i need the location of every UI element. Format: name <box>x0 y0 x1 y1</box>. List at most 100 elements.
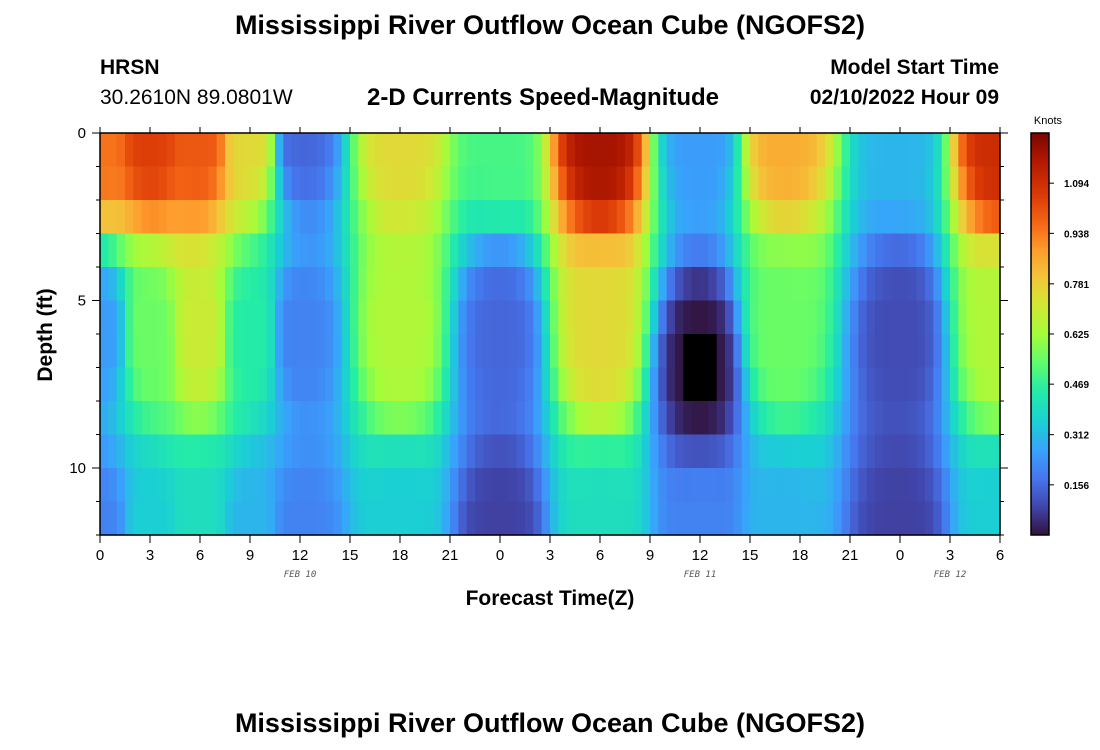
heatmap-cell <box>291 133 301 168</box>
colorbar-label: 0.938 <box>1064 229 1089 240</box>
heatmap-cell <box>541 233 551 268</box>
heatmap-cell <box>483 401 493 436</box>
heatmap-cell <box>441 300 451 335</box>
heatmap-cell <box>700 501 709 536</box>
heatmap-cell <box>791 200 801 235</box>
heatmap-cell <box>658 401 668 436</box>
heatmap-cell <box>775 334 784 369</box>
heatmap-cell <box>683 401 693 436</box>
heatmap-cell <box>591 267 601 302</box>
heatmap-cell <box>258 501 268 536</box>
heatmap-cell <box>641 233 651 268</box>
heatmap-cell <box>741 233 751 268</box>
heatmap-cell <box>533 133 543 168</box>
heatmap-cell <box>183 334 193 369</box>
y-tick-label: 0 <box>78 125 86 142</box>
heatmap-cell <box>850 300 859 335</box>
heatmap-cell <box>766 334 776 369</box>
heatmap-cell <box>441 434 451 469</box>
heatmap-cell <box>933 133 943 168</box>
x-tick-label: 9 <box>246 547 254 564</box>
heatmap-cell <box>750 401 759 436</box>
heatmap-cell <box>308 233 318 268</box>
heatmap-cell <box>191 334 201 369</box>
heatmap-cell <box>891 267 901 302</box>
heatmap-cell <box>150 501 159 536</box>
heatmap-cell <box>583 267 593 302</box>
heatmap-cell <box>408 233 418 268</box>
heatmap-cell <box>966 267 976 302</box>
heatmap-cell <box>125 367 134 402</box>
heatmap-cell <box>416 334 426 369</box>
heatmap-cell <box>366 300 376 335</box>
heatmap-cell <box>308 367 318 402</box>
heatmap-cell <box>408 133 418 168</box>
heatmap-cell <box>400 401 409 436</box>
heatmap-cell <box>475 133 484 168</box>
chart-subtitle: 2-D Currents Speed-Magnitude <box>367 84 720 111</box>
heatmap-cell <box>641 434 651 469</box>
heatmap-cell <box>391 233 401 268</box>
colorbar-gradient <box>1030 132 1050 536</box>
heatmap-cell <box>175 200 184 235</box>
heatmap-cell <box>375 334 384 369</box>
heatmap-cell <box>750 367 759 402</box>
heatmap-cell <box>733 200 743 235</box>
x-tick-label: 9 <box>646 547 654 564</box>
heatmap-cell <box>516 233 526 268</box>
x-tick-label: 15 <box>742 547 759 564</box>
heatmap-cell <box>441 468 451 503</box>
heatmap-cell <box>158 468 168 503</box>
heatmap-cell <box>158 267 168 302</box>
heatmap-cell <box>641 334 651 369</box>
heatmap-cell <box>691 133 701 168</box>
heatmap-cell <box>808 334 818 369</box>
heatmap-cell <box>383 267 393 302</box>
heatmap-cell <box>858 233 868 268</box>
heatmap-cell <box>175 334 184 369</box>
heatmap-cell <box>458 233 468 268</box>
heatmap-cell <box>258 200 268 235</box>
heatmap-cell <box>375 401 384 436</box>
heatmap-cell <box>525 200 534 235</box>
heatmap-cell <box>433 200 443 235</box>
heatmap-cell <box>883 367 893 402</box>
heatmap-cell <box>783 434 793 469</box>
heatmap-cell <box>916 166 926 201</box>
heatmap-cell <box>391 267 401 302</box>
heatmap-cell <box>433 233 443 268</box>
heatmap-cell <box>766 300 776 335</box>
heatmap-cell <box>608 334 618 369</box>
heatmap-cell <box>466 133 476 168</box>
heatmap-cell <box>325 434 334 469</box>
heatmap-cell <box>275 267 284 302</box>
heatmap-cell <box>225 233 234 268</box>
heatmap-cell <box>258 133 268 168</box>
heatmap-cell <box>283 233 293 268</box>
heatmap-cell <box>466 267 476 302</box>
heatmap-cell <box>883 401 893 436</box>
heatmap-cell <box>725 133 734 168</box>
heatmap-cell <box>858 367 868 402</box>
heatmap-cell <box>416 166 426 201</box>
heatmap-cell <box>708 133 718 168</box>
heatmap-cell <box>666 200 676 235</box>
heatmap-cell <box>975 401 984 436</box>
heatmap-cell <box>525 133 534 168</box>
heatmap-cell <box>950 434 959 469</box>
heatmap-cell <box>941 300 951 335</box>
heatmap-cell <box>116 166 126 201</box>
heatmap-cell <box>941 468 951 503</box>
heatmap-cell <box>800 434 809 469</box>
heatmap-cell <box>716 367 726 402</box>
heatmap-cell <box>683 233 693 268</box>
heatmap-cell <box>875 334 884 369</box>
heatmap-cell <box>125 501 134 536</box>
heatmap-cell <box>466 401 476 436</box>
x-tick-label: 3 <box>546 547 554 564</box>
heatmap-cell <box>391 468 401 503</box>
heatmap-cell <box>883 300 893 335</box>
heatmap-cell <box>808 401 818 436</box>
heatmap-cell <box>500 367 509 402</box>
heatmap-cell <box>775 501 784 536</box>
